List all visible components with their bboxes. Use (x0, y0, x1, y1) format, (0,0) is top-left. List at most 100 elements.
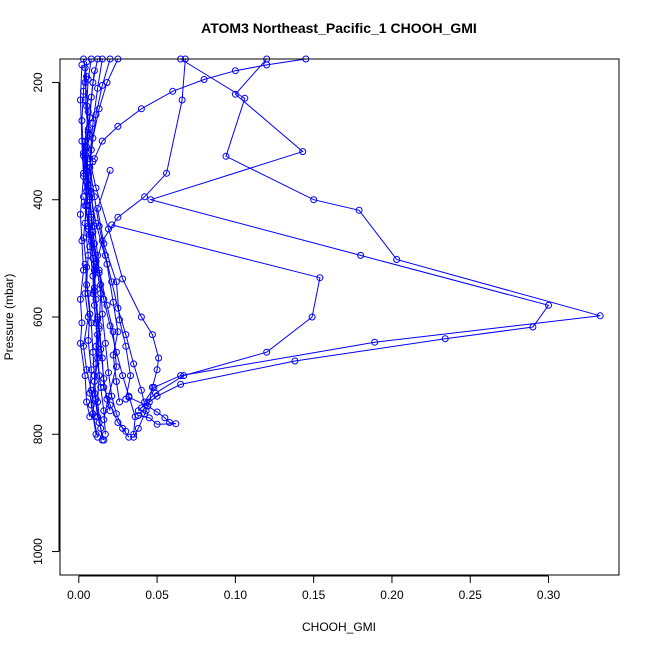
data-point (81, 290, 89, 297)
data-point (90, 287, 98, 295)
data-point (94, 433, 102, 441)
x-axis: 0.00 0.05 0.10 0.15 0.20 0.25 0.30 (67, 575, 561, 602)
series-line (111, 224, 321, 412)
data-point (78, 117, 86, 125)
data-point (291, 357, 299, 365)
data-point (98, 354, 106, 362)
series-line (84, 61, 103, 441)
data-point (80, 169, 87, 177)
data-point (112, 378, 120, 385)
data-point (98, 137, 106, 145)
data-point (86, 187, 94, 195)
data-point (180, 372, 188, 380)
data-point (87, 319, 95, 327)
y-axis-label: Pressure (mbar) (2, 274, 16, 361)
data-point (81, 143, 89, 151)
series-21 (125, 393, 180, 428)
data-point (134, 412, 142, 419)
data-point (114, 419, 122, 426)
x-tick-label: 0.05 (145, 588, 169, 602)
data-point (130, 433, 138, 441)
data-point (78, 319, 86, 327)
data-point (122, 342, 130, 350)
data-point (134, 407, 142, 415)
data-point (81, 64, 89, 72)
data-point (316, 274, 324, 282)
data-point (103, 301, 111, 309)
data-point (155, 354, 163, 362)
plot-frame (59, 58, 620, 576)
data-point (95, 419, 103, 426)
data-point (177, 380, 185, 388)
data-point (222, 152, 230, 160)
series-line (89, 58, 147, 438)
series-line (83, 196, 117, 420)
data-point (122, 427, 130, 435)
data-point (163, 169, 170, 177)
data-point (87, 93, 95, 101)
data-point (90, 266, 98, 274)
series-16 (90, 55, 310, 163)
chart-title: ATOM3 Northeast_Pacific_1 CHOOH_GMI (201, 20, 477, 36)
series-line (144, 58, 601, 403)
data-point (90, 372, 98, 380)
data-point (131, 413, 139, 421)
data-point (596, 312, 604, 320)
data-point (84, 313, 92, 321)
data-point (130, 360, 138, 368)
data-point (87, 386, 95, 394)
data-point (125, 393, 133, 401)
data-point (357, 251, 365, 259)
series-line (79, 64, 91, 417)
data-point (95, 322, 103, 330)
data-point (308, 313, 316, 321)
data-point (80, 87, 87, 95)
data-point (130, 430, 138, 438)
data-point (241, 94, 249, 102)
data-point (545, 301, 552, 309)
data-point (178, 96, 186, 104)
x-tick-label: 0.10 (224, 588, 248, 602)
series-23 (80, 114, 98, 421)
data-point (109, 351, 117, 359)
data-point (144, 402, 152, 410)
data-point (112, 363, 120, 371)
series-line (87, 225, 127, 432)
data-point (200, 76, 208, 83)
data-point (119, 275, 127, 283)
y-tick-label: 400 (31, 189, 45, 209)
data-point (80, 234, 87, 242)
data-point (92, 360, 100, 368)
data-point (98, 237, 106, 245)
data-point (86, 114, 94, 122)
data-point (393, 256, 401, 263)
data-point (100, 383, 108, 391)
data-point (76, 210, 84, 218)
data-point (231, 67, 239, 75)
data-point (152, 389, 159, 397)
data-point (441, 335, 449, 343)
data-point (106, 322, 114, 330)
data-point (169, 87, 177, 95)
data-point (355, 206, 363, 214)
data-point (166, 419, 174, 426)
x-tick-label: 0.20 (380, 588, 404, 602)
y-axis: 200 400 600 800 1000 (31, 72, 60, 565)
data-point (112, 278, 120, 286)
data-point (371, 338, 379, 346)
data-point (109, 298, 117, 306)
data-point (92, 184, 100, 192)
data-point (145, 414, 153, 422)
data-point (119, 372, 127, 380)
data-point (80, 342, 87, 350)
data-point (92, 395, 100, 403)
data-point (137, 313, 145, 321)
series-15 (84, 222, 130, 435)
series-20 (108, 221, 324, 415)
data-point (83, 263, 91, 271)
data-point (105, 369, 112, 377)
data-point (89, 134, 97, 142)
data-point (161, 414, 169, 422)
data-point (153, 408, 161, 416)
